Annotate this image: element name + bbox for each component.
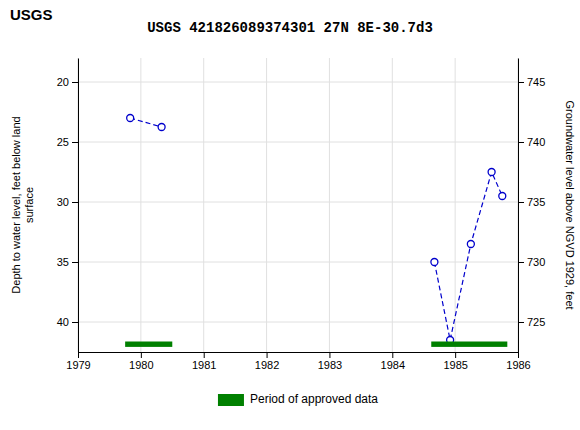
grid-line bbox=[392, 58, 393, 352]
x-axis-tick-mark bbox=[141, 352, 142, 358]
x-axis-tick-mark bbox=[329, 352, 330, 358]
x-axis: 1979 1980 1981 1982 1983 1984 1985 1986 bbox=[66, 352, 530, 371]
chart: 1979 1980 1981 1982 1983 1984 1985 1986 20 25 30 35… bbox=[0, 0, 580, 430]
y-axis-tick: 25 bbox=[57, 136, 78, 148]
y2-axis-tick-label: 745 bbox=[527, 76, 545, 88]
x-axis-tick-label: 1982 bbox=[255, 359, 279, 371]
x-axis-tick-label: 1979 bbox=[66, 359, 90, 371]
y2-axis-tick-mark bbox=[518, 322, 524, 323]
x-axis-tick-label: 1981 bbox=[192, 359, 216, 371]
y2-axis-tick-mark bbox=[518, 82, 524, 83]
data-point bbox=[488, 169, 495, 176]
x-axis-tick-mark bbox=[392, 352, 393, 358]
data-point bbox=[467, 241, 474, 248]
legend-swatch bbox=[218, 394, 244, 406]
x-axis-tick: 1986 bbox=[506, 352, 530, 371]
grid-line bbox=[518, 58, 519, 352]
x-axis-tick: 1985 bbox=[443, 352, 467, 371]
y-axis-tick: 40 bbox=[57, 316, 78, 328]
grid-line bbox=[78, 82, 518, 83]
y-axis-tick-mark bbox=[72, 202, 78, 203]
x-axis-tick-label: 1985 bbox=[443, 359, 467, 371]
y2-axis-tick-label: 735 bbox=[527, 196, 545, 208]
y-axis-tick-mark bbox=[72, 322, 78, 323]
y-axis-tick-label: 25 bbox=[57, 136, 69, 148]
x-axis-tick-label: 1980 bbox=[129, 359, 153, 371]
y2-axis-tick: 730 bbox=[518, 256, 545, 268]
x-axis-tick: 1982 bbox=[255, 352, 279, 371]
y2-axis: 725 730 735 740 745 bbox=[518, 59, 545, 353]
y-axis-tick: 20 bbox=[57, 76, 78, 88]
y2-axis-tick: 740 bbox=[518, 136, 545, 148]
grid-line bbox=[266, 58, 267, 352]
x-axis-tick: 1980 bbox=[129, 352, 153, 371]
y2-axis-title: Groundwater level above NGVD 1929, feet bbox=[564, 100, 576, 309]
y-axis: 20 25 30 35 40 bbox=[57, 59, 79, 353]
plot-area bbox=[125, 115, 507, 347]
x-axis-tick-mark bbox=[455, 352, 456, 358]
y-axis-tick-mark bbox=[72, 82, 78, 83]
y-axis-title: Depth to water level, feet below landsur… bbox=[10, 116, 35, 293]
y2-axis-tick-label: 740 bbox=[527, 136, 545, 148]
y2-axis-tick-mark bbox=[518, 142, 524, 143]
legend-item: Period of approved data bbox=[218, 392, 378, 406]
grid-line bbox=[455, 58, 456, 352]
annotation: USGS bbox=[10, 6, 53, 23]
x-axis-tick: 1979 bbox=[66, 352, 90, 371]
legend: Period of approved data bbox=[218, 392, 378, 406]
x-axis-tick-label: 1986 bbox=[506, 359, 530, 371]
legend-label: Period of approved data bbox=[250, 392, 378, 406]
data-point bbox=[431, 259, 438, 266]
x-axis-line bbox=[79, 352, 519, 353]
grid-line bbox=[329, 58, 330, 352]
x-axis-tick-label: 1984 bbox=[381, 359, 405, 371]
x-axis-tick-mark bbox=[204, 352, 205, 358]
approved-period bbox=[431, 342, 507, 347]
y-axis-tick-mark bbox=[72, 142, 78, 143]
y-axis-tick-mark bbox=[72, 262, 78, 263]
approved-period bbox=[125, 342, 172, 347]
y2-axis-tick: 725 bbox=[518, 316, 545, 328]
data-line bbox=[130, 118, 502, 340]
data-point bbox=[127, 115, 134, 122]
grid-line bbox=[78, 58, 79, 352]
y-axis-tick: 35 bbox=[57, 256, 78, 268]
x-axis-tick: 1981 bbox=[192, 352, 216, 371]
x-axis-tick: 1984 bbox=[381, 352, 405, 371]
y2-axis-tick-mark bbox=[518, 202, 524, 203]
y-axis-tick-label: 20 bbox=[57, 76, 69, 88]
data-point bbox=[158, 124, 165, 131]
x-axis-tick-mark bbox=[78, 352, 79, 358]
title: USGS 421826089374301 27N 8E-30.7d3 bbox=[147, 20, 433, 36]
grid-line bbox=[78, 322, 518, 323]
y2-axis-tick-label: 725 bbox=[527, 316, 545, 328]
y2-axis-tick: 735 bbox=[518, 196, 545, 208]
data-point bbox=[499, 193, 506, 200]
grid-line bbox=[78, 262, 518, 263]
x-axis-tick-mark bbox=[518, 352, 519, 358]
y-axis-line bbox=[78, 59, 79, 353]
y2-axis-line bbox=[518, 59, 519, 353]
grid bbox=[78, 58, 518, 352]
y2-axis-tick-label: 730 bbox=[527, 256, 545, 268]
y-axis-tick: 30 bbox=[57, 196, 78, 208]
grid-line bbox=[78, 202, 518, 203]
y-axis-tick-label: 35 bbox=[57, 256, 69, 268]
x-axis-tick-mark bbox=[267, 352, 268, 358]
y-axis-tick-label: 30 bbox=[57, 196, 69, 208]
grid-line bbox=[203, 58, 204, 352]
grid-line bbox=[140, 58, 141, 352]
y-axis-tick-label: 40 bbox=[57, 316, 69, 328]
y2-axis-tick: 745 bbox=[518, 76, 545, 88]
grid-line bbox=[78, 142, 518, 143]
y2-axis-tick-mark bbox=[518, 262, 524, 263]
x-axis-tick-label: 1983 bbox=[318, 359, 342, 371]
x-axis-tick: 1983 bbox=[318, 352, 342, 371]
